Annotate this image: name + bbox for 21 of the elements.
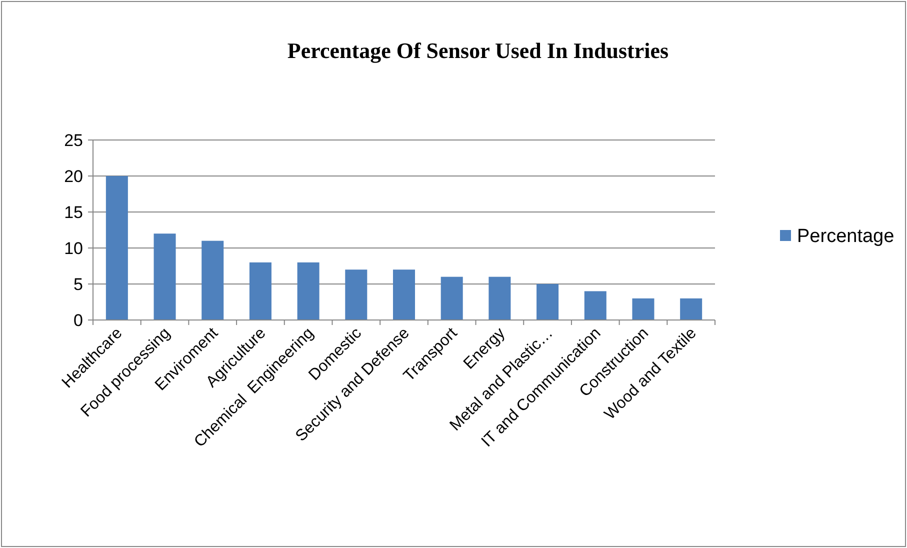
bar (392, 270, 416, 320)
bar (202, 240, 224, 320)
y-tick-label: 15 (64, 202, 83, 222)
bar (536, 284, 559, 320)
bar (297, 262, 320, 320)
bar (345, 270, 368, 320)
y-tick-label: 0 (74, 310, 83, 330)
bar (632, 298, 654, 320)
y-tick-label: 10 (64, 238, 83, 258)
bar (584, 291, 606, 320)
bar (680, 298, 702, 320)
bar (440, 276, 463, 320)
chart-title: Percentage Of Sensor Used In Industries (287, 38, 669, 63)
bar (249, 262, 272, 320)
y-tick-label: 20 (64, 166, 83, 186)
bar (154, 234, 176, 320)
y-tick-label: 5 (74, 274, 83, 294)
bar (106, 176, 128, 320)
legend-label: Percentage (797, 226, 894, 248)
y-tick-label: 25 (64, 130, 83, 150)
bar (488, 276, 511, 320)
